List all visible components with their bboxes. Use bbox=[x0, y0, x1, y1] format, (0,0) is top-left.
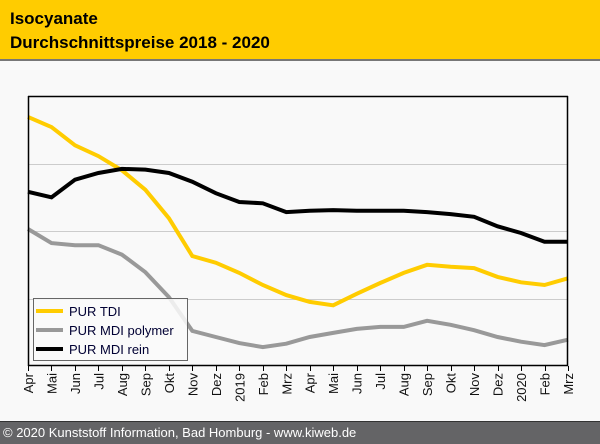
x-tick-label: Apr bbox=[303, 372, 318, 393]
x-tick-label: Mai bbox=[44, 373, 59, 394]
x-tick-label: Feb bbox=[538, 373, 553, 395]
x-tick-label: Mrz bbox=[279, 373, 294, 395]
chart-header: Isocyanate Durchschnittspreise 2018 - 20… bbox=[0, 0, 600, 61]
x-tick-label: Jul bbox=[373, 373, 388, 390]
x-tick-label: Jun bbox=[68, 373, 83, 394]
chart-subtitle: Durchschnittspreise 2018 - 2020 bbox=[10, 33, 270, 52]
x-axis: Apr Mai Jun Jul Aug Sep Okt Nov Dez 2019 Feb Mrz Apr… bbox=[21, 366, 576, 402]
x-tick-label: Sep bbox=[138, 373, 153, 396]
copyright-text: © 2020 Kunststoff Information, Bad Hombu… bbox=[3, 425, 357, 440]
x-tick-label: Aug bbox=[115, 373, 130, 396]
x-tick-label: Okt bbox=[444, 373, 459, 394]
x-tick-label: Jul bbox=[91, 373, 106, 390]
x-tick-label: Mrz bbox=[561, 373, 576, 395]
x-tick-label: Apr bbox=[21, 372, 36, 393]
chart-title: Isocyanate bbox=[10, 9, 98, 28]
plot-frame bbox=[27, 95, 569, 367]
series-line-pur-mdi-rein bbox=[27, 166, 568, 244]
x-tick-label: 2020 bbox=[514, 373, 529, 402]
x-tick-label: Mai bbox=[326, 373, 341, 394]
legend-label: PUR MDI polymer bbox=[69, 323, 174, 338]
x-tick-label: Dez bbox=[209, 373, 224, 396]
x-tick-label: Nov bbox=[467, 373, 482, 397]
series-lines bbox=[26, 115, 569, 350]
legend: PUR TDI PUR MDI polymer PUR MDI rein bbox=[33, 298, 188, 361]
x-tick-label: Dez bbox=[491, 373, 506, 396]
series-line-pur-mdi-polymer bbox=[26, 227, 569, 350]
footer: © 2020 Kunststoff Information, Bad Hombu… bbox=[0, 421, 600, 444]
x-tick-label: Okt bbox=[162, 373, 177, 394]
x-tick-label: Aug bbox=[397, 373, 412, 396]
gridlines bbox=[28, 96, 568, 366]
legend-label: PUR TDI bbox=[69, 304, 121, 319]
x-tick-label: Sep bbox=[420, 373, 435, 396]
x-tick-label: Nov bbox=[185, 373, 200, 397]
x-tick-label: Feb bbox=[256, 373, 271, 395]
x-tick-label: Jun bbox=[350, 373, 365, 394]
legend-label: PUR MDI rein bbox=[69, 342, 149, 357]
x-tick-label: 2019 bbox=[232, 373, 247, 402]
